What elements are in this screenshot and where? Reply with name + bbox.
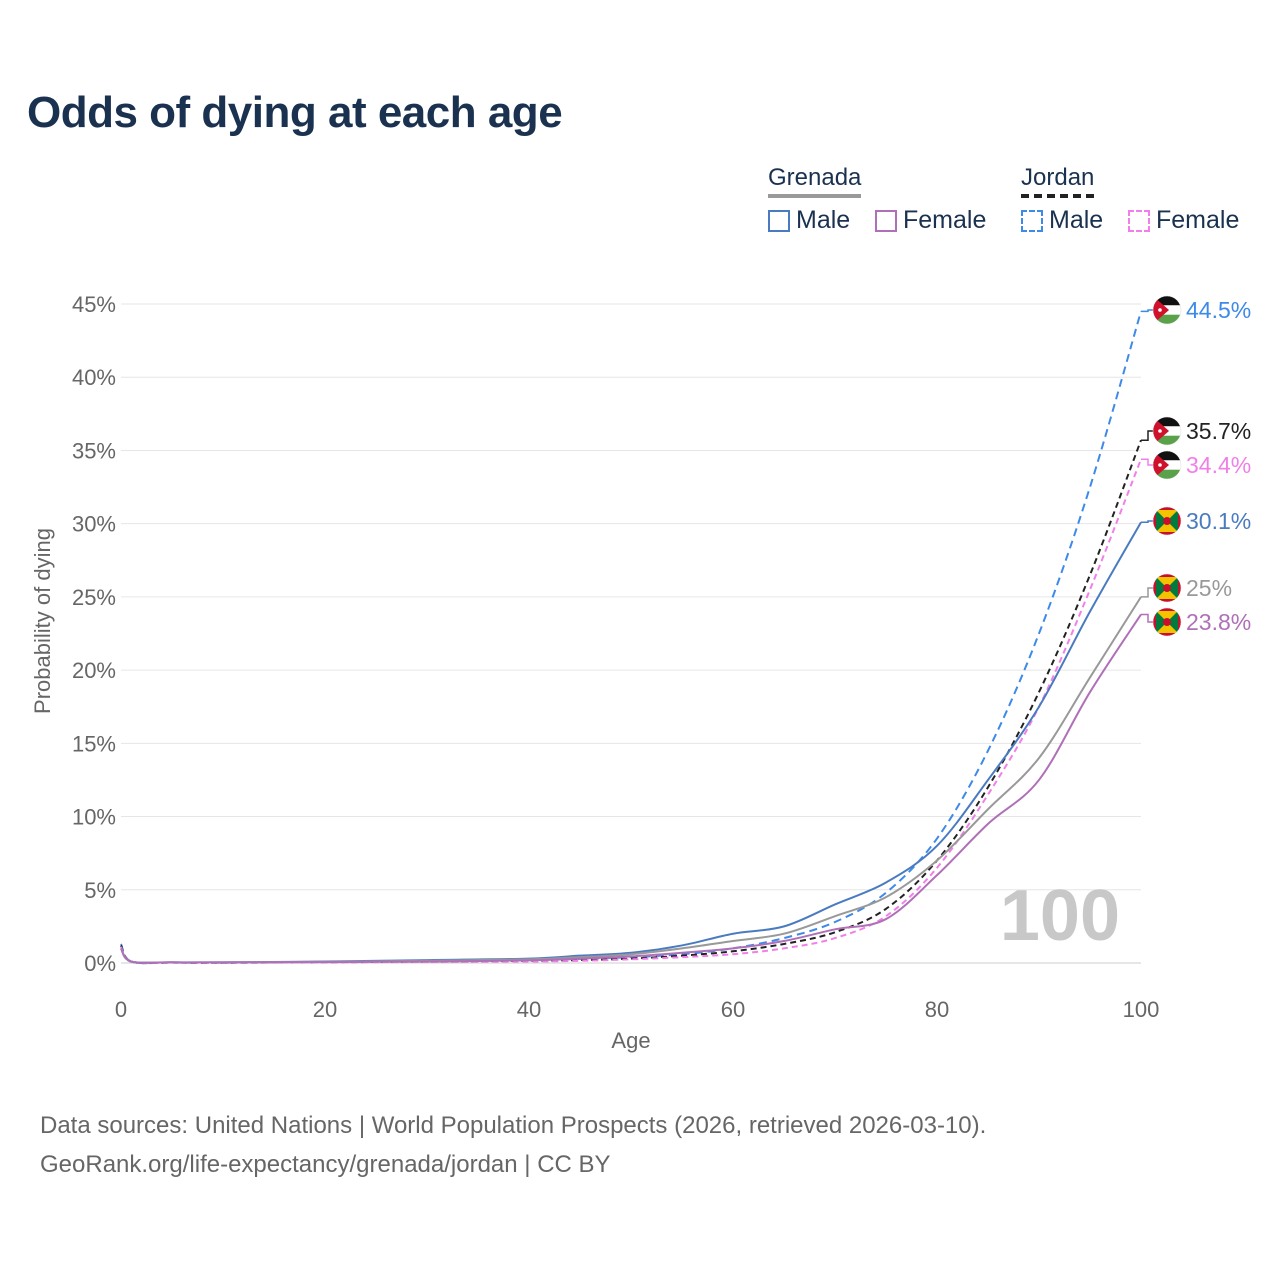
legend-group-grenada: Grenada	[768, 164, 862, 198]
end-value-label: 34.4%	[1186, 452, 1251, 478]
legend-group-jordan: Jordan	[1021, 164, 1095, 198]
jordan-flag-icon	[1152, 450, 1182, 480]
legend-group-name: Grenada	[768, 164, 862, 198]
grenada-flag-icon	[1152, 573, 1182, 603]
legend-item-jordan-female[interactable]: Female	[1128, 206, 1239, 235]
end-connector	[1141, 458, 1153, 466]
y-tick-label: 20%	[72, 658, 116, 683]
legend-item-label: Female	[903, 206, 987, 234]
y-tick-label: 25%	[72, 585, 116, 610]
y-tick-label: 40%	[72, 365, 116, 390]
legend-item-label: Male	[1049, 206, 1104, 234]
legend-swatch-icon	[768, 209, 790, 232]
legend-item-jordan-male[interactable]: Male	[1021, 206, 1103, 235]
series-line[interactable]	[120, 613, 1142, 964]
year-watermark: 100	[1000, 876, 1120, 956]
y-tick-label: 15%	[72, 731, 116, 756]
x-tick-label: 0	[115, 997, 127, 1022]
jordan-flag-icon	[1152, 416, 1182, 446]
end-value-label: 23.8%	[1186, 609, 1251, 635]
grenada-flag-icon	[1152, 506, 1182, 536]
legend-item-label: Male	[796, 206, 851, 234]
legend-item-grenada-male[interactable]: Male	[768, 206, 850, 235]
grid-lines	[121, 303, 1141, 964]
x-tick-label: 100	[1123, 997, 1160, 1022]
legend-item-grenada-female[interactable]: Female	[875, 206, 986, 235]
y-tick-label: 10%	[72, 805, 116, 830]
x-tick-label: 20	[313, 997, 337, 1022]
source-line-1: Data sources: United Nations | World Pop…	[40, 1112, 987, 1139]
y-tick-label: 30%	[72, 512, 116, 537]
source-line-2[interactable]: GeoRank.org/life-expectancy/grenada/jord…	[40, 1151, 611, 1178]
series-line[interactable]	[120, 521, 1142, 964]
y-tick-label: 45%	[72, 292, 116, 317]
legend-swatch-icon	[1128, 209, 1150, 232]
x-tick-label: 40	[517, 997, 541, 1022]
x-axis-label: Age	[611, 1028, 650, 1053]
source-note: Data sources: United Nations | World Pop…	[40, 1106, 986, 1184]
end-connector	[1141, 309, 1153, 313]
jordan-flag-icon	[1152, 295, 1182, 325]
end-value-label: 25%	[1186, 575, 1232, 601]
end-labels: 44.5% 35.7% 34.4% 30.1% 25% 23.8%	[1141, 295, 1251, 637]
y-axis-label: Probability of dying	[30, 528, 55, 714]
end-connector	[1141, 613, 1153, 623]
legend-swatch-icon	[875, 209, 897, 232]
legend-swatch-icon	[1021, 209, 1043, 232]
y-tick-label: 0%	[84, 951, 116, 976]
x-axis-ticks: 0 20 40 60 80 100	[115, 997, 1159, 1022]
series-line[interactable]	[120, 439, 1142, 965]
grenada-flag-icon	[1152, 607, 1182, 637]
end-connector	[1141, 520, 1153, 523]
end-connector	[1141, 587, 1153, 598]
end-value-label: 44.5%	[1186, 297, 1251, 323]
x-tick-label: 60	[721, 997, 745, 1022]
end-value-label: 35.7%	[1186, 418, 1251, 444]
series-line[interactable]	[120, 458, 1142, 965]
series-line[interactable]	[120, 311, 1142, 965]
series-lines	[120, 311, 1142, 965]
y-tick-label: 5%	[84, 878, 116, 903]
end-value-label: 30.1%	[1186, 508, 1251, 534]
x-tick-label: 80	[925, 997, 949, 1022]
chart-title: Odds of dying at each age	[27, 88, 563, 137]
legend-item-label: Female	[1156, 206, 1240, 234]
legend-group-name: Jordan	[1021, 164, 1095, 198]
y-tick-label: 35%	[72, 438, 116, 463]
end-connector	[1141, 430, 1153, 441]
y-axis-ticks: 0% 5% 10% 15% 20% 25% 30% 35% 40% 45%	[72, 292, 116, 976]
